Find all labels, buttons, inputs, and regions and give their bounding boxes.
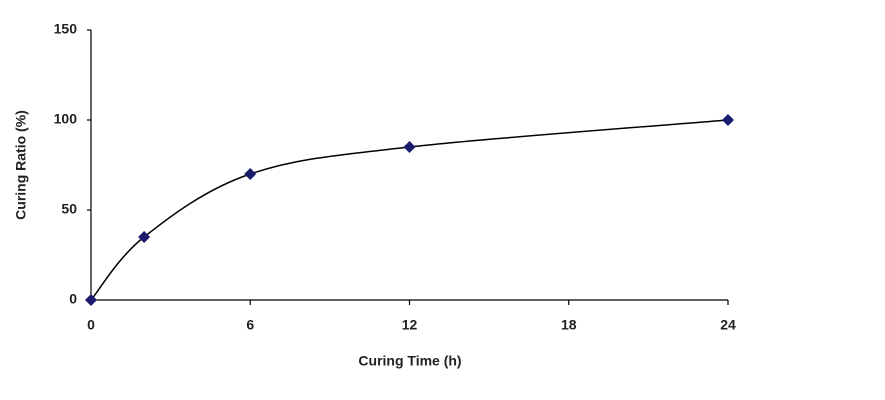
y-tick-label: 0 bbox=[69, 291, 77, 307]
x-axis-title: Curing Time (h) bbox=[358, 353, 461, 369]
y-axis-title: Curing Ratio (%) bbox=[13, 110, 29, 220]
x-tick-label: 12 bbox=[402, 317, 418, 333]
marker bbox=[722, 114, 734, 126]
marker bbox=[138, 231, 151, 243]
y-tick-label: 150 bbox=[54, 21, 78, 37]
line bbox=[90, 119, 729, 301]
x-tick-label: 18 bbox=[561, 317, 577, 333]
marker bbox=[403, 141, 416, 153]
x-tick-label: 24 bbox=[720, 317, 736, 333]
y-tick-label: 100 bbox=[54, 111, 78, 127]
x-tick-label: 6 bbox=[246, 317, 254, 333]
marker bbox=[85, 294, 97, 306]
marker bbox=[244, 168, 257, 180]
x-tick-label: 0 bbox=[87, 317, 95, 333]
y-tick-label: 50 bbox=[61, 201, 77, 217]
